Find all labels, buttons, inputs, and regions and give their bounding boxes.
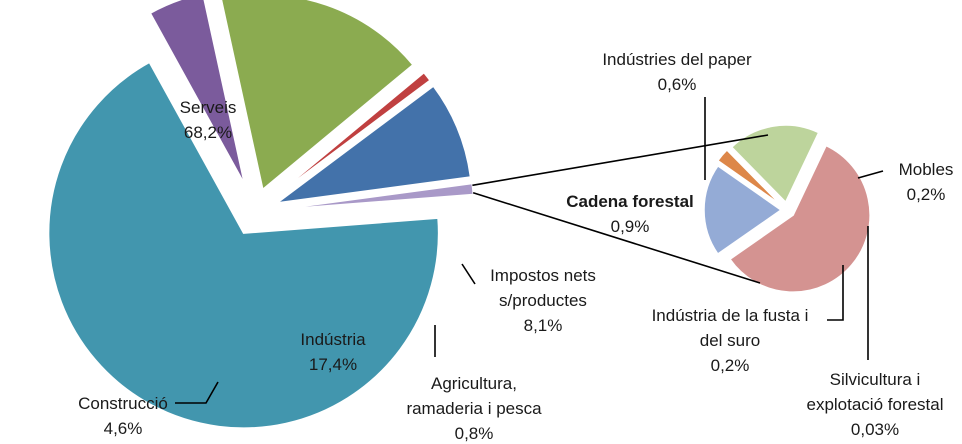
secondary-pie-slice-mobles bbox=[730, 124, 820, 204]
main-label-cadena-forestal: Cadena forestal 0,9% bbox=[566, 192, 694, 236]
main-pie-slice-impostos-nets-s-productes bbox=[274, 85, 472, 205]
connector-line-bottom bbox=[472, 191, 761, 284]
leader-line-mobles bbox=[857, 170, 884, 179]
main-pie-slice-cadena-forestal bbox=[278, 182, 475, 211]
main-pie-slice-serveis bbox=[47, 61, 440, 429]
secondary-pie-slice-silvicultura-i-explotacio-forestal bbox=[716, 148, 782, 206]
main-label-serveis: Serveis 68,2% bbox=[180, 98, 237, 142]
main-label-industria: Indústria 17,4% bbox=[300, 330, 366, 374]
leader-line-impostos bbox=[461, 263, 476, 285]
connector-line-top bbox=[472, 134, 769, 187]
leader-lines bbox=[175, 97, 884, 404]
main-pie-slice-agricultura-ramaderia-i-pesca bbox=[273, 71, 432, 198]
leader-line-construccio bbox=[175, 381, 219, 404]
secondary-pie-slice-industria-de-la-fusta-i-del-suro bbox=[703, 164, 783, 256]
main-pie-slice-construccio bbox=[149, 0, 246, 185]
secondary-label-mobles: Mobles 0,2% bbox=[899, 160, 954, 204]
secondary-label-silvicultura-i-explotacio-forestal: Silvicultura i explotació forestal 0,03% bbox=[806, 370, 943, 439]
data-labels: Serveis 68,2% Construcció 4,6% Indústria 17,4… bbox=[78, 50, 953, 443]
secondary-pie bbox=[703, 124, 871, 293]
secondary-label-industria-de-la-fusta-i-del-suro: Indústria de la fusta i del suro 0,2% bbox=[652, 306, 809, 375]
main-label-impostos-nets-s-productes: Impostos nets s/productes 8,1% bbox=[490, 266, 596, 335]
secondary-label-industries-del-paper: Indústries del paper 0,6% bbox=[602, 50, 752, 94]
pie-connector-lines bbox=[472, 134, 769, 284]
main-label-agricultura-ramaderia-i-pesca: Agricultura, ramaderia i pesca 0,8% bbox=[406, 374, 542, 443]
main-pie bbox=[47, 0, 475, 429]
leader-line-fusta bbox=[827, 265, 844, 321]
secondary-pie-slice-industries-del-paper bbox=[728, 144, 871, 293]
main-label-construccio: Construcció 4,6% bbox=[78, 394, 168, 438]
main-pie-slice-industria bbox=[220, 0, 414, 191]
